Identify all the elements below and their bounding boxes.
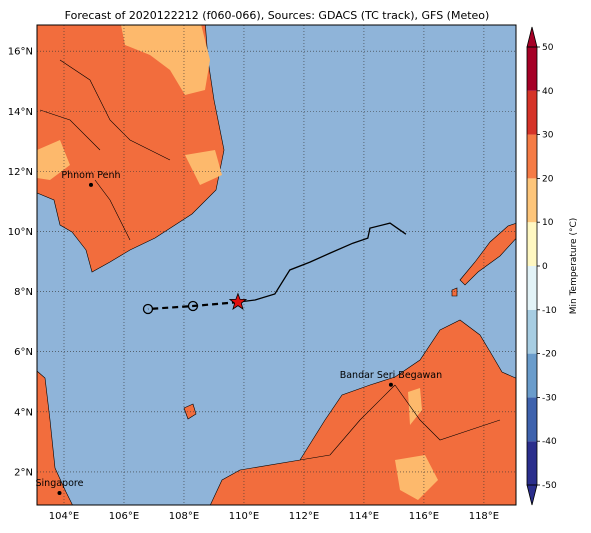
city-dot — [388, 382, 393, 387]
storm-position — [228, 292, 248, 310]
x-tick-label: 114°E — [349, 511, 379, 522]
colorbar-tick-label: -50 — [542, 481, 557, 491]
x-tick-label: 104°E — [49, 511, 79, 522]
y-tick-label: 2°N — [14, 467, 33, 478]
title: Forecast of 2020122212 (f060-066), Sourc… — [65, 9, 490, 22]
x-tick-label: 118°E — [469, 511, 499, 522]
y-tick-label: 8°N — [14, 287, 33, 298]
colorbar-bin — [527, 309, 537, 354]
forecast-track — [147, 301, 239, 311]
city-label: Singapore — [36, 478, 84, 489]
observed-track — [237, 222, 407, 303]
colorbar-tick-label: -30 — [542, 393, 557, 403]
colorbar-bin — [527, 222, 537, 266]
colorbar-tick-label: 50 — [542, 43, 554, 53]
colorbar-tick-label: 30 — [542, 131, 554, 141]
city-label: Bandar Seri Begawan — [340, 370, 442, 381]
y-tick-label: 4°N — [14, 407, 33, 418]
x-tick-label: 110°E — [229, 511, 259, 522]
colorbar-extend-bottom — [526, 484, 538, 506]
y-tick-label: 14°N — [8, 107, 33, 118]
colorbar-bin — [527, 397, 537, 442]
forecast-point — [187, 300, 199, 312]
colorbar-tick-label: -10 — [542, 306, 557, 316]
colorbar-bin — [527, 353, 537, 398]
x-tick-label: 116°E — [409, 511, 439, 522]
land — [37, 25, 516, 505]
y-tick-label: 12°N — [8, 167, 33, 178]
colorbar-label: Min Temperature (°C) — [569, 218, 579, 315]
colorbar-bin — [527, 134, 537, 179]
forecast-point — [142, 303, 154, 315]
colorbar-bin — [527, 266, 537, 310]
colorbar-tick-label: 0 — [542, 262, 548, 272]
city-label: Phnom Penh — [61, 170, 120, 181]
x-tick-label: 112°E — [289, 511, 319, 522]
colorbar-bin — [527, 441, 537, 485]
colorbar-extend-top — [526, 26, 538, 48]
y-tick-label: 16°N — [8, 47, 33, 58]
x-tick-label: 108°E — [169, 511, 199, 522]
colorbar-bin — [527, 178, 537, 223]
y-tick-label: 10°N — [8, 227, 33, 238]
city-dot — [57, 490, 62, 495]
colorbar-tick-label: -40 — [542, 437, 557, 447]
colorbar-tick-label: 10 — [542, 218, 554, 228]
city-dot — [88, 182, 93, 187]
colorbar-tick-label: -20 — [542, 350, 557, 360]
colorbar-bin — [527, 90, 537, 135]
colorbar-bin — [527, 47, 537, 91]
map-frame — [36, 24, 517, 506]
x-tick-label: 106°E — [109, 511, 139, 522]
colorbar-tick-label: 40 — [542, 87, 554, 97]
y-tick-label: 6°N — [14, 347, 33, 358]
colorbar-tick-label: 20 — [542, 174, 554, 184]
